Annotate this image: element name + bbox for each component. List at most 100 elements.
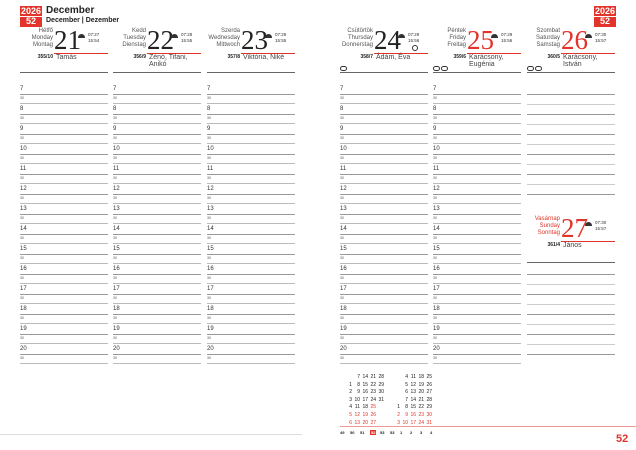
half-hour-line[interactable] <box>340 103 428 104</box>
hour-line[interactable] <box>207 154 295 155</box>
mini-calendar-day[interactable]: 15 <box>362 381 368 388</box>
half-hour-line[interactable] <box>207 163 295 164</box>
hour-line[interactable] <box>207 194 295 195</box>
hour-line[interactable] <box>340 94 428 95</box>
hour-line[interactable] <box>433 174 521 175</box>
mini-calendar-day[interactable]: 15 <box>410 404 416 411</box>
half-hour-line[interactable] <box>113 103 201 104</box>
hour-line[interactable] <box>433 234 521 235</box>
mini-calendar-day[interactable]: 25 <box>370 404 376 411</box>
mini-calendar-day[interactable]: 21 <box>418 396 424 403</box>
mini-calendar-day[interactable]: 30 <box>378 389 384 396</box>
mini-calendar-day[interactable]: 17 <box>362 396 368 403</box>
mini-calendar-day[interactable]: 2 <box>349 389 352 396</box>
mini-calendar-day[interactable]: 5 <box>349 411 352 418</box>
half-hour-line[interactable] <box>20 303 108 304</box>
hour-line[interactable] <box>340 174 428 175</box>
mini-calendar-day[interactable]: 27 <box>370 419 376 426</box>
half-hour-line[interactable] <box>113 303 201 304</box>
mini-calendar-day[interactable]: 20 <box>362 419 368 426</box>
half-hour-line[interactable] <box>207 243 295 244</box>
hour-line[interactable] <box>433 314 521 315</box>
hour-line[interactable] <box>113 334 201 335</box>
mini-calendar-day[interactable]: 12 <box>410 381 416 388</box>
hour-line[interactable] <box>20 174 108 175</box>
half-hour-line[interactable] <box>20 323 108 324</box>
mini-calendar-day[interactable]: 28 <box>378 374 384 380</box>
mini-calendar-day[interactable]: 9 <box>405 411 408 418</box>
mini-calendar-day[interactable]: 25 <box>426 374 432 380</box>
mini-calendar-day[interactable]: 23 <box>370 389 376 396</box>
mini-calendar-day[interactable]: 29 <box>378 381 384 388</box>
mini-calendar-day[interactable]: 19 <box>362 411 368 418</box>
hour-line[interactable] <box>207 234 295 235</box>
note-line[interactable] <box>527 334 615 335</box>
hour-line[interactable] <box>20 214 108 215</box>
note-line[interactable] <box>527 324 615 325</box>
mini-calendar-day[interactable]: 8 <box>357 381 360 388</box>
note-line[interactable] <box>527 194 615 195</box>
hour-line[interactable] <box>113 174 201 175</box>
mini-calendar-day[interactable]: 23 <box>418 411 424 418</box>
mini-calendar-day[interactable]: 19 <box>418 381 424 388</box>
half-hour-line[interactable] <box>113 323 201 324</box>
half-hour-line[interactable] <box>113 183 201 184</box>
hour-line[interactable] <box>20 154 108 155</box>
hour-line[interactable] <box>433 194 521 195</box>
hour-line[interactable] <box>207 274 295 275</box>
hour-line[interactable] <box>433 114 521 115</box>
mini-calendar-day[interactable]: 27 <box>426 389 432 396</box>
mini-calendar-day[interactable]: 21 <box>370 374 376 380</box>
mini-calendar-day[interactable]: 11 <box>410 374 416 380</box>
mini-calendar-day[interactable]: 7 <box>357 374 360 380</box>
half-hour-line[interactable] <box>20 103 108 104</box>
half-hour-line[interactable] <box>340 343 428 344</box>
hour-line[interactable] <box>340 314 428 315</box>
note-line[interactable] <box>527 294 615 295</box>
note-line[interactable] <box>527 314 615 315</box>
mini-calendar-day[interactable]: 20 <box>418 389 424 396</box>
week-number-link[interactable]: 51 <box>360 430 365 435</box>
hour-line[interactable] <box>113 114 201 115</box>
mini-calendar-day[interactable]: 6 <box>405 389 408 396</box>
half-hour-line[interactable] <box>340 143 428 144</box>
half-hour-line[interactable] <box>20 363 108 364</box>
hour-line[interactable] <box>20 134 108 135</box>
mini-calendar-day[interactable]: 30 <box>426 411 432 418</box>
note-line[interactable] <box>527 114 615 115</box>
mini-calendar-day[interactable]: 13 <box>410 389 416 396</box>
hour-line[interactable] <box>113 94 201 95</box>
half-hour-line[interactable] <box>207 183 295 184</box>
hour-line[interactable] <box>340 234 428 235</box>
mini-calendar-day[interactable]: 24 <box>418 419 424 426</box>
half-hour-line[interactable] <box>433 203 521 204</box>
half-hour-line[interactable] <box>340 243 428 244</box>
mini-calendar-day[interactable]: 14 <box>362 374 368 380</box>
hour-line[interactable] <box>20 314 108 315</box>
hour-line[interactable] <box>207 314 295 315</box>
mini-calendar-day[interactable]: 9 <box>357 389 360 396</box>
half-hour-line[interactable] <box>113 263 201 264</box>
hour-line[interactable] <box>20 114 108 115</box>
note-line[interactable] <box>527 274 615 275</box>
half-hour-line[interactable] <box>207 223 295 224</box>
mini-calendar-day[interactable]: 24 <box>370 396 376 403</box>
half-hour-line[interactable] <box>207 203 295 204</box>
half-hour-line[interactable] <box>340 363 428 364</box>
half-hour-line[interactable] <box>207 323 295 324</box>
hour-line[interactable] <box>113 194 201 195</box>
hour-line[interactable] <box>207 134 295 135</box>
mini-calendar-day[interactable]: 28 <box>426 396 432 403</box>
half-hour-line[interactable] <box>20 143 108 144</box>
hour-line[interactable] <box>340 134 428 135</box>
week-number-link[interactable]: 3 <box>420 430 423 435</box>
half-hour-line[interactable] <box>20 163 108 164</box>
note-line[interactable] <box>527 94 615 95</box>
half-hour-line[interactable] <box>433 303 521 304</box>
mini-calendar-day[interactable]: 10 <box>402 419 408 426</box>
mini-calendar-day[interactable]: 29 <box>426 404 432 411</box>
half-hour-line[interactable] <box>340 123 428 124</box>
hour-line[interactable] <box>20 254 108 255</box>
hour-line[interactable] <box>340 274 428 275</box>
half-hour-line[interactable] <box>20 343 108 344</box>
